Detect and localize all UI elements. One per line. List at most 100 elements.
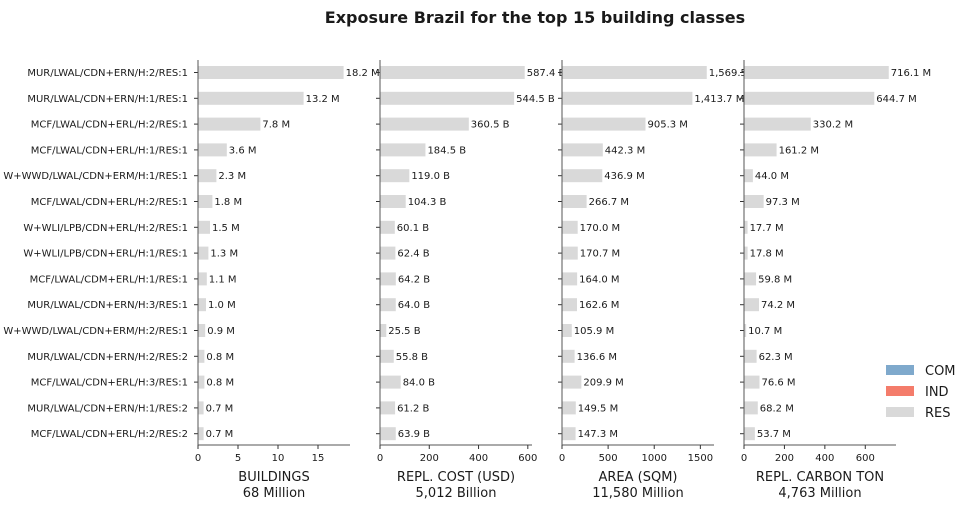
- bar: [744, 117, 811, 131]
- data-label: 61.2 B: [397, 403, 429, 414]
- x-tick-label: 10: [272, 453, 285, 464]
- legend-swatch: [886, 407, 914, 417]
- x-tick-label: 600: [518, 453, 537, 464]
- bar: [744, 143, 777, 157]
- bar: [380, 246, 396, 260]
- bar: [380, 143, 426, 157]
- bar: [744, 324, 747, 337]
- data-label: 1.5 M: [212, 223, 240, 234]
- bar: [380, 117, 469, 131]
- bar: [744, 427, 755, 441]
- legend-label: RES: [925, 406, 951, 421]
- bar: [380, 349, 394, 363]
- bar: [198, 401, 204, 415]
- bar: [380, 195, 406, 208]
- category-label: MUR/LWAL/CDN+ERN/H:1/RES:2: [27, 403, 188, 414]
- data-label: 266.7 M: [589, 197, 629, 208]
- bar: [380, 298, 396, 312]
- data-label: 170.7 M: [580, 249, 620, 260]
- bar: [380, 375, 401, 389]
- data-label: 64.0 B: [398, 300, 430, 311]
- x-tick-label: 15: [312, 453, 325, 464]
- x-tick-label: 400: [815, 453, 834, 464]
- bar: [744, 246, 748, 260]
- data-label: 68.2 M: [760, 403, 794, 414]
- data-label: 184.5 B: [427, 145, 466, 156]
- bar: [562, 375, 582, 389]
- x-tick-label: 1000: [642, 453, 667, 464]
- category-label: MUR/LWAL/CDN+ERN/H:2/RES:2: [27, 352, 188, 363]
- bar: [198, 117, 261, 131]
- bar: [198, 427, 204, 441]
- category-label: MCF/LWAL/CDN+ERL/H:2/RES:1: [31, 197, 188, 208]
- bar: [562, 427, 576, 441]
- bar: [562, 66, 707, 79]
- data-label: 55.8 B: [396, 352, 428, 363]
- data-label: 544.5 B: [516, 94, 555, 105]
- data-label: 164.0 M: [579, 274, 619, 285]
- data-label: 119.0 B: [411, 171, 450, 182]
- data-label: 59.8 M: [758, 274, 792, 285]
- bar: [744, 272, 757, 286]
- x-tick-label: 600: [856, 453, 875, 464]
- category-label: MCF/LWAL/CDN+ERL/H:1/RES:1: [31, 145, 188, 156]
- bar: [562, 195, 587, 208]
- bar: [198, 220, 210, 234]
- x-axis-label: REPL. COST (USD): [397, 470, 515, 485]
- bar: [198, 143, 227, 157]
- legend-swatch: [886, 386, 914, 396]
- data-label: 74.2 M: [761, 300, 795, 311]
- x-axis-total: 68 Million: [243, 486, 306, 501]
- category-label: MUR/LWAL/CDN+ERN/H:2/RES:1: [27, 68, 188, 79]
- bar: [198, 195, 213, 208]
- category-label: MUR/LWAL/CDN+ERN/H:3/RES:1: [27, 300, 188, 311]
- bar: [562, 220, 578, 234]
- data-label: 53.7 M: [757, 429, 791, 440]
- bar: [744, 375, 760, 389]
- data-label: 162.6 M: [579, 300, 619, 311]
- x-tick-label: 5: [235, 453, 241, 464]
- data-label: 3.6 M: [229, 145, 257, 156]
- data-label: 1.8 M: [214, 197, 242, 208]
- data-label: 97.3 M: [766, 197, 800, 208]
- data-label: 436.9 M: [604, 171, 644, 182]
- x-axis-label: AREA (SQM): [598, 470, 677, 485]
- data-label: 1.3 M: [210, 249, 238, 260]
- bar: [562, 246, 578, 260]
- legend-label: COM: [925, 364, 956, 379]
- bar: [380, 66, 525, 79]
- bar: [562, 401, 576, 415]
- legend-label: IND: [925, 385, 949, 400]
- category-label: MCF/LWAL/CDN+ERL/H:2/RES:1: [31, 120, 188, 131]
- bar: [198, 91, 304, 105]
- bar: [744, 401, 758, 415]
- x-tick-label: 1500: [688, 453, 713, 464]
- data-label: 64.2 B: [398, 274, 430, 285]
- bar: [744, 220, 748, 234]
- category-label: MCF/LWAL/CDM+ERL/H:1/RES:1: [30, 274, 188, 285]
- bar: [562, 169, 603, 183]
- data-label: 147.3 M: [578, 429, 618, 440]
- bar: [562, 349, 575, 363]
- category-label: W+WLI/LPB/CDN+ERL/H:2/RES:1: [23, 223, 188, 234]
- data-label: 62.4 B: [397, 249, 429, 260]
- bar: [380, 91, 515, 105]
- bar: [744, 195, 764, 208]
- x-tick-label: 0: [377, 453, 383, 464]
- data-label: 716.1 M: [891, 68, 931, 79]
- bar: [562, 117, 646, 131]
- data-label: 170.0 M: [580, 223, 620, 234]
- data-label: 17.7 M: [750, 223, 784, 234]
- data-label: 84.0 B: [403, 378, 435, 389]
- data-label: 2.3 M: [218, 171, 246, 182]
- legend-swatch: [886, 365, 914, 375]
- data-label: 0.9 M: [207, 326, 235, 337]
- bar: [744, 91, 875, 105]
- data-label: 18.2 M: [346, 68, 380, 79]
- data-label: 644.7 M: [876, 94, 916, 105]
- x-tick-label: 500: [599, 453, 618, 464]
- data-label: 25.5 B: [388, 326, 420, 337]
- category-label: MCF/LWAL/CDN+ERL/H:3/RES:1: [31, 378, 188, 389]
- bar: [562, 272, 578, 286]
- bar: [744, 349, 757, 363]
